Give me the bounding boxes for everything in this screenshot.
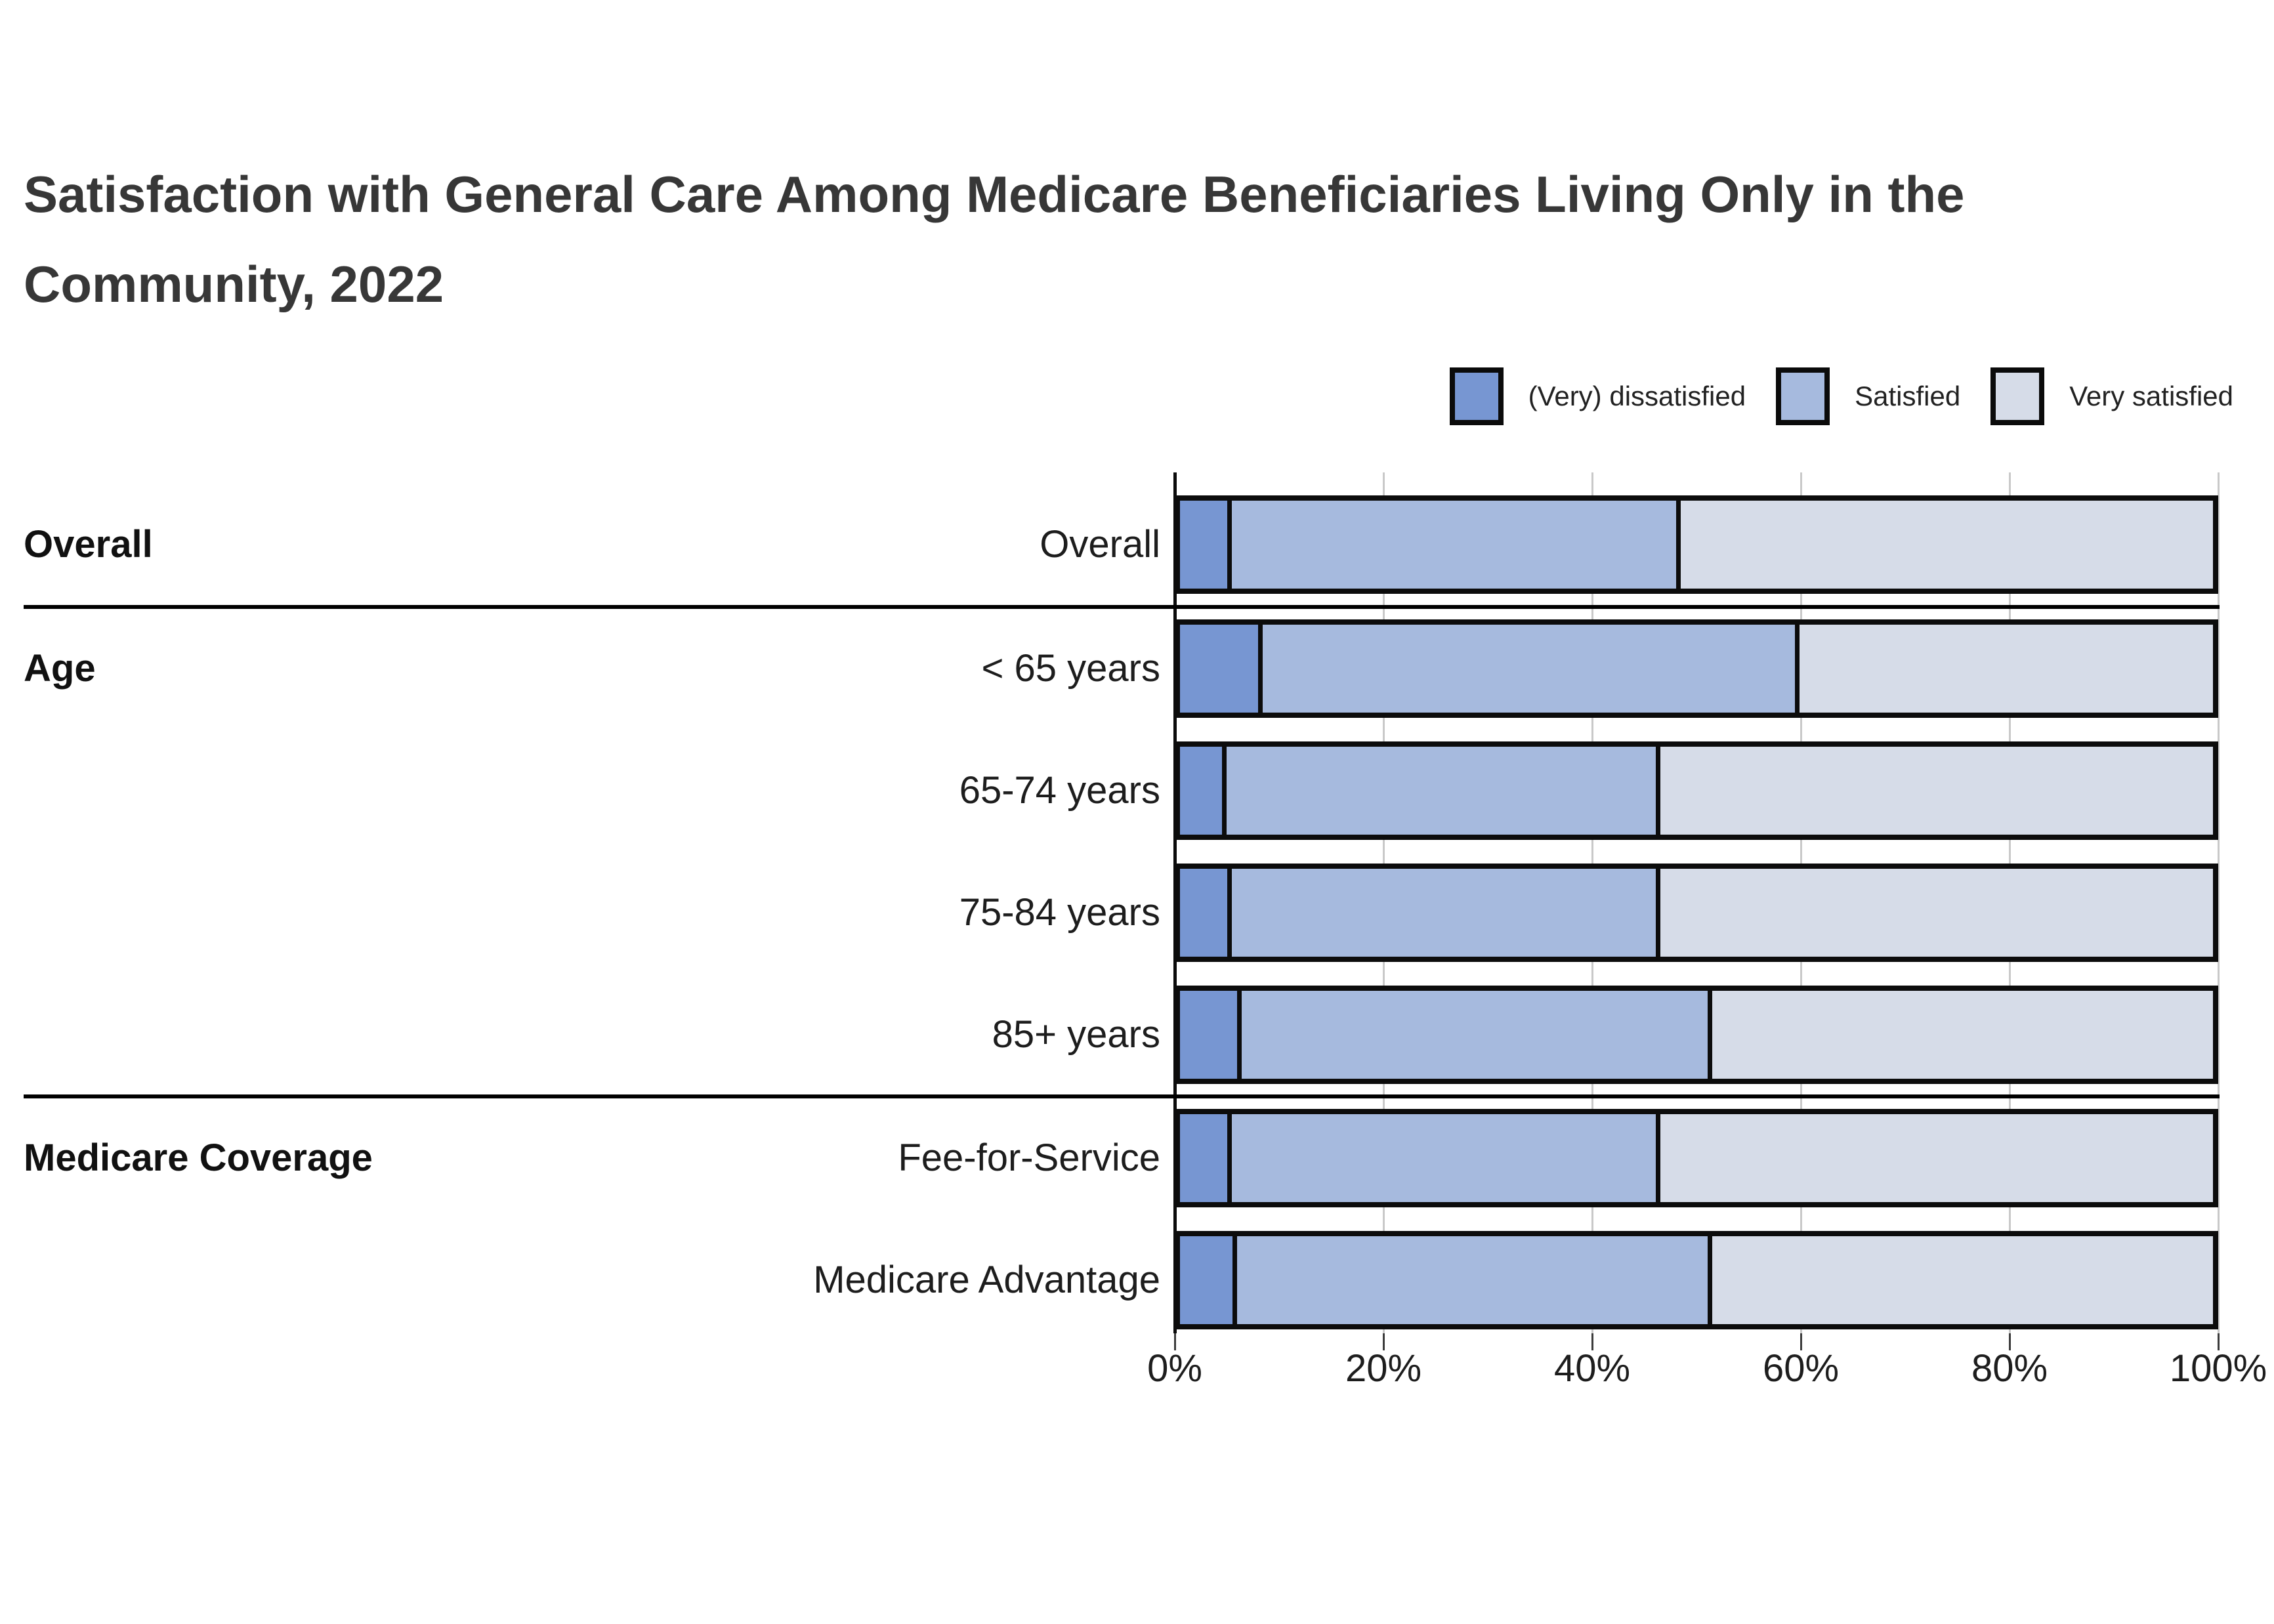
bar-row — [1175, 495, 2218, 594]
row-label: 75-84 years — [959, 891, 1160, 934]
x-axis-tick-label: 0% — [1147, 1347, 1202, 1390]
x-axis-tick — [1800, 1333, 1802, 1350]
bar-segment — [1231, 1114, 1660, 1202]
legend-label: (Very) dissatisfied — [1528, 381, 1746, 411]
group-separator-line — [24, 1094, 2220, 1098]
bar-segment — [1180, 991, 1242, 1079]
bar-segment — [1180, 1114, 1232, 1202]
group-separator-line — [24, 604, 2220, 609]
x-axis-tick — [1174, 1333, 1176, 1350]
legend-item: (Very) dissatisfied — [1449, 367, 1746, 425]
bar-segment — [1242, 991, 1712, 1079]
row-label: < 65 years — [981, 647, 1160, 690]
bar-row — [1175, 986, 2218, 1084]
x-axis-tick-label: 80% — [1971, 1347, 2048, 1390]
legend-swatch-icon — [1449, 367, 1504, 425]
x-axis-tick — [2009, 1333, 2011, 1350]
bar-segment — [1800, 625, 2213, 713]
bar-segment — [1180, 747, 1227, 835]
group-label: Overall — [24, 523, 153, 566]
bar-segment — [1712, 991, 2213, 1079]
bar-row — [1175, 1109, 2218, 1207]
chart-title-line-2: Community, 2022 — [24, 255, 444, 313]
x-axis-tick — [1383, 1333, 1385, 1350]
bar-row — [1175, 864, 2218, 962]
bar-segment — [1180, 625, 1263, 713]
bar-row — [1175, 619, 2218, 718]
legend-swatch-icon — [1776, 367, 1830, 425]
legend-item: Very satisfied — [1990, 367, 2233, 425]
group-label: Age — [24, 647, 96, 690]
bar-segment — [1180, 869, 1232, 957]
bar-segment — [1262, 625, 1800, 713]
bar-segment — [1712, 1236, 2213, 1324]
row-label: Fee-for-Service — [898, 1136, 1160, 1179]
bar-segment — [1236, 1236, 1712, 1324]
x-axis-tick-label: 40% — [1553, 1347, 1631, 1390]
row-label: Medicare Advantage — [813, 1259, 1160, 1301]
x-axis-tick-label: 20% — [1345, 1347, 1422, 1390]
bar-segment — [1180, 501, 1232, 589]
bar-segment — [1231, 501, 1681, 589]
bar-segment — [1660, 747, 2213, 835]
legend: (Very) dissatisfied Satisfied Very satisfi… — [1449, 367, 2233, 425]
chart-title-line-1: Satisfaction with General Care Among Med… — [24, 165, 1965, 223]
legend-swatch-icon — [1990, 367, 2045, 425]
legend-item: Satisfied — [1776, 367, 1960, 425]
group-label: Medicare Coverage — [24, 1136, 373, 1179]
bar-segment — [1180, 1236, 1237, 1324]
legend-label: Very satisfied — [2069, 381, 2233, 411]
x-axis-tick-label: 100% — [2169, 1347, 2267, 1390]
x-axis-tick — [1591, 1333, 1593, 1350]
bar-row — [1175, 741, 2218, 840]
bar-segment — [1681, 501, 2213, 589]
bar-segment — [1231, 869, 1660, 957]
gridline — [2218, 472, 2220, 1333]
bar-segment — [1226, 747, 1660, 835]
bar-segment — [1660, 1114, 2213, 1202]
chart-title: Satisfaction with General Care Among Med… — [24, 150, 1965, 329]
legend-label: Satisfied — [1855, 381, 1961, 411]
row-label: Overall — [1040, 523, 1160, 566]
row-label: 65-74 years — [959, 769, 1160, 812]
bar-segment — [1660, 869, 2213, 957]
x-axis-tick-label: 60% — [1762, 1347, 1840, 1390]
x-axis-tick — [2218, 1333, 2220, 1350]
bar-row — [1175, 1231, 2218, 1329]
row-label: 85+ years — [992, 1013, 1160, 1056]
